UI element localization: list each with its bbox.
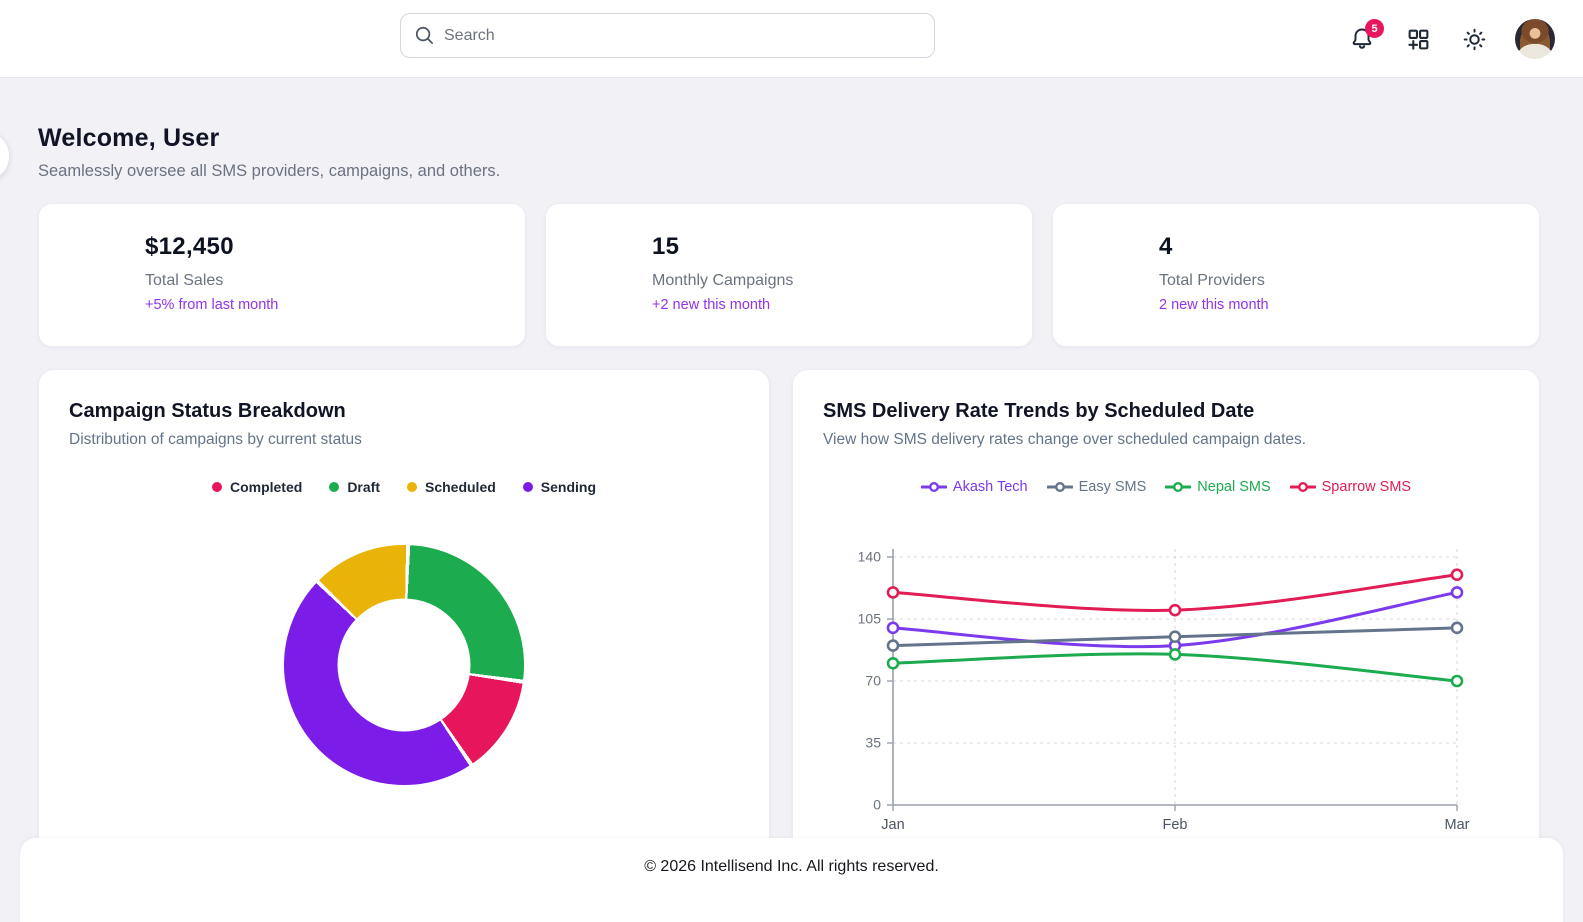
x-axis-tick-label: Mar [1445,817,1470,833]
stat-delta: +2 new this month [652,297,1012,313]
legend-item-sparrow-sms[interactable]: Sparrow SMS [1290,479,1411,495]
apps-button[interactable] [1403,24,1433,54]
data-point[interactable] [1170,632,1180,642]
chart-panels: Campaign Status Breakdown Distribution o… [38,369,1540,862]
notifications-button[interactable]: 5 [1347,24,1377,54]
data-point[interactable] [1452,587,1462,597]
data-point[interactable] [1170,605,1180,615]
data-point[interactable] [1452,676,1462,686]
data-point[interactable] [1452,570,1462,580]
legend-marker-icon [1165,481,1191,493]
legend-label: Completed [230,479,302,495]
donut-hole [338,599,471,732]
stat-delta: 2 new this month [1159,297,1519,313]
user-avatar[interactable] [1515,19,1555,59]
donut-chart [284,545,524,785]
campaign-status-panel: Campaign Status Breakdown Distribution o… [38,369,770,862]
stat-cards: $12,450 Total Sales +5% from last month … [38,203,1540,347]
legend-item-sending[interactable]: Sending [523,479,596,495]
line-legend: Akash Tech Easy SMS Nepal SMS Sparrow SMS [793,479,1539,495]
stat-value: 4 [1159,233,1519,261]
stat-label: Monthly Campaigns [652,272,1012,290]
y-axis-tick-label: 70 [865,673,881,689]
legend-marker-icon [1290,481,1316,493]
grid-plus-icon [1406,27,1431,52]
legend-label: Draft [347,479,380,495]
sun-icon [1462,27,1487,52]
stat-value: 15 [652,233,1012,261]
x-axis-tick-label: Feb [1163,817,1188,833]
stat-card-monthly-campaigns: 15 Monthly Campaigns +2 new this month [545,203,1033,347]
panel-subtitle: Distribution of campaigns by current sta… [69,431,739,449]
panel-title: Campaign Status Breakdown [69,400,739,423]
legend-item-completed[interactable]: Completed [212,479,302,495]
stat-delta: +5% from last month [145,297,505,313]
search-icon [414,25,435,46]
y-axis-tick-label: 35 [865,735,881,751]
legend-dot [329,482,339,492]
data-point[interactable] [888,587,898,597]
legend-item-nepal-sms[interactable]: Nepal SMS [1165,479,1270,495]
data-point[interactable] [888,641,898,651]
stat-label: Total Providers [1159,272,1519,290]
data-point[interactable] [888,658,898,668]
legend-item-draft[interactable]: Draft [329,479,380,495]
footer: © 2026 Intellisend Inc. All rights reser… [20,838,1563,922]
legend-marker-icon [1047,481,1073,493]
copyright-text: © 2026 Intellisend Inc. All rights reser… [644,858,939,875]
legend-item-akash-tech[interactable]: Akash Tech [921,479,1028,495]
legend-label: Easy SMS [1079,479,1147,495]
data-point[interactable] [1170,649,1180,659]
panel-title: SMS Delivery Rate Trends by Scheduled Da… [823,400,1509,423]
legend-item-scheduled[interactable]: Scheduled [407,479,496,495]
legend-marker-icon [921,481,947,493]
legend-dot [212,482,222,492]
legend-dot [523,482,533,492]
notification-badge: 5 [1365,19,1384,38]
stat-label: Total Sales [145,272,505,290]
top-actions: 5 [1347,0,1555,78]
y-axis-tick-label: 0 [873,797,881,813]
data-point[interactable] [1452,623,1462,633]
top-bar: 5 [0,0,1583,78]
x-axis-tick-label: Jan [881,817,904,833]
main-content: Welcome, User Seamlessly oversee all SMS… [0,124,1583,862]
legend-label: Sparrow SMS [1322,479,1411,495]
search-box[interactable] [400,13,935,58]
stat-value: $12,450 [145,233,505,261]
line-chart[interactable]: 0 35 70 105 140 Jan Feb Mar [849,542,1485,834]
legend-dot [407,482,417,492]
stat-card-total-providers: 4 Total Providers 2 new this month [1052,203,1540,347]
panel-subtitle: View how SMS delivery rates change over … [823,431,1509,449]
data-point[interactable] [888,623,898,633]
page-title: Welcome, User [38,124,1540,153]
legend-label: Akash Tech [953,479,1028,495]
legend-label: Scheduled [425,479,496,495]
legend-label: Nepal SMS [1197,479,1270,495]
y-axis-tick-label: 140 [858,549,882,565]
legend-label: Sending [541,479,596,495]
search-input[interactable] [444,27,921,45]
legend-item-easy-sms[interactable]: Easy SMS [1047,479,1147,495]
stat-card-total-sales: $12,450 Total Sales +5% from last month [38,203,526,347]
delivery-trends-panel: SMS Delivery Rate Trends by Scheduled Da… [792,369,1540,862]
welcome-section: Welcome, User Seamlessly oversee all SMS… [38,124,1540,181]
donut-legend: Completed Draft Scheduled Sending [39,479,769,495]
y-axis-tick-label: 105 [858,611,882,627]
page-subtitle: Seamlessly oversee all SMS providers, ca… [38,162,1540,181]
theme-toggle-button[interactable] [1459,24,1489,54]
